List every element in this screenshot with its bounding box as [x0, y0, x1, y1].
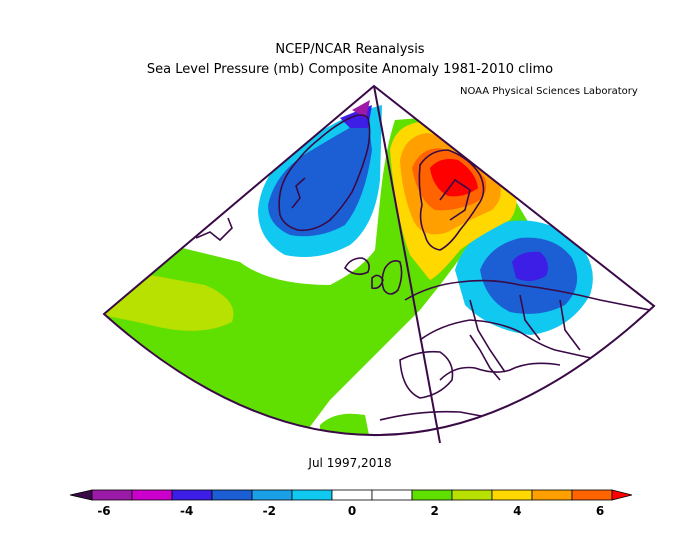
- map-title: NCEP/NCAR Reanalysis: [275, 42, 425, 57]
- coastlines: [195, 114, 651, 431]
- colorbar-swatch: [411, 489, 453, 501]
- colorbar-swatch: [491, 489, 533, 501]
- europe-dark-blue: [512, 251, 548, 282]
- period-label: Jul 1997,2018: [308, 456, 392, 470]
- colorbar-swatch: [451, 489, 493, 501]
- map-frame: [102, 84, 656, 436]
- greenland-purple: [352, 100, 370, 118]
- colorbar-tick-label: 4: [513, 504, 521, 518]
- prime-meridian-line: [373, 85, 441, 444]
- colorbar-tick-label: 2: [430, 504, 438, 518]
- map-subtitle: Sea Level Pressure (mb) Composite Anomal…: [146, 62, 554, 77]
- colorbar-tick-label: 0: [348, 504, 356, 518]
- colorbar-swatch: [251, 489, 293, 501]
- colorbar-tick-label: 6: [596, 504, 604, 518]
- colorbar-swatch: [291, 489, 333, 501]
- colorbar-min-arrow: [69, 489, 93, 501]
- colorbar-swatch: [171, 489, 213, 501]
- colorbar-tick-label: -4: [180, 504, 193, 518]
- colorbar: -6 -4 -2 0 2 4 6: [69, 489, 633, 518]
- colorbar-max-arrow: [611, 489, 633, 501]
- colorbar-swatch: [331, 489, 373, 501]
- colorbar-swatch: [571, 489, 613, 501]
- colorbar-swatch: [91, 489, 133, 501]
- colorbar-swatch: [131, 489, 173, 501]
- colorbar-swatch: [531, 489, 573, 501]
- credit-label: NOAA Physical Sciences Laboratory: [460, 86, 638, 97]
- colorbar-swatch: [211, 489, 253, 501]
- colorbar-swatch: [371, 489, 413, 501]
- colorbar-tick-label: -2: [263, 504, 276, 518]
- colorbar-tick-label: -6: [97, 504, 110, 518]
